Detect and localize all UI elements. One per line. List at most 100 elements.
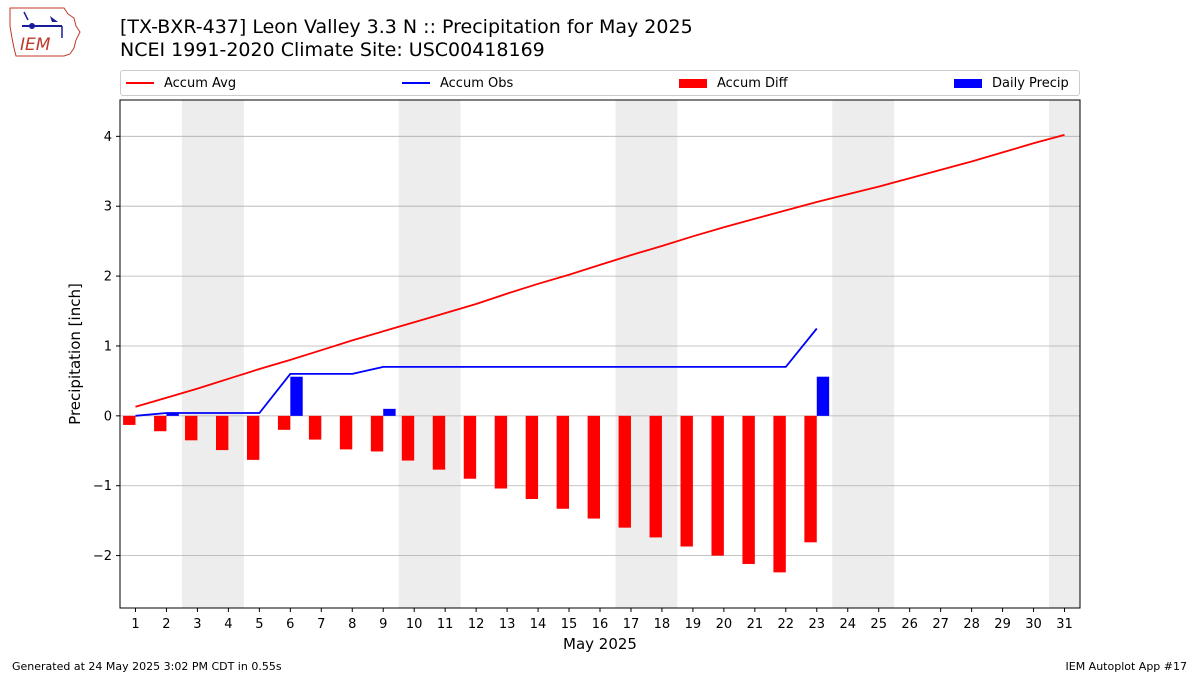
accum-diff-bar-2 (154, 415, 167, 432)
x-tick-label-17: 18 (654, 617, 671, 632)
x-tick-label-10: 11 (437, 617, 454, 632)
legend-swatch-daily-precip (954, 78, 982, 88)
y-tick-label-0: −2 (93, 549, 112, 564)
line-marks (135, 134, 1065, 417)
footer-app-text: IEM Autoplot App #17 (1065, 660, 1188, 673)
bar-marks (123, 376, 830, 573)
accum-diff-bar-5 (246, 415, 260, 460)
daily-precip-bar-23 (816, 376, 830, 416)
x-tick-label-14: 15 (561, 617, 578, 632)
x-tick-label-26: 27 (932, 617, 949, 632)
weekend-band-2 (398, 100, 461, 608)
x-tick-label-19: 20 (716, 617, 733, 632)
iowa-state-outline (9, 7, 81, 57)
footer-generated-text: Generated at 24 May 2025 3:02 PM CDT in … (12, 660, 282, 673)
accum-diff-bar-1 (123, 415, 136, 425)
chart-title: [TX-BXR-437] Leon Valley 3.3 N :: Precip… (120, 16, 693, 38)
y-axis-label: Precipitation [inch] (66, 283, 84, 425)
x-tick-label-5: 6 (286, 617, 294, 632)
x-tick-label-4: 5 (255, 617, 263, 632)
legend-label-accum-obs: Accum Obs (440, 75, 514, 91)
x-tick-label-7: 8 (348, 617, 356, 632)
accum-diff-bar-12 (463, 415, 477, 479)
wind-arrow-icon (50, 16, 58, 22)
accum-diff-bar-22 (773, 415, 786, 573)
legend-label-accum-diff: Accum Diff (717, 75, 788, 91)
legend-label-daily-precip: Daily Precip (992, 75, 1069, 91)
accum-diff-bar-16 (587, 415, 600, 519)
daily-precip-bar-2 (166, 413, 179, 416)
weekend-band-1 (181, 100, 244, 608)
accum-diff-bar-3 (185, 415, 198, 441)
plot-frame (119, 99, 1081, 609)
x-axis-label: May 2025 (563, 635, 637, 653)
accum-diff-bar-23 (804, 415, 817, 543)
x-tick-label-9: 10 (406, 617, 423, 632)
x-tick-label-25: 26 (901, 617, 918, 632)
accum-diff-bar-13 (494, 415, 508, 489)
accum-diff-bar-19 (680, 415, 693, 547)
weekend-band-3 (615, 100, 678, 608)
accum-diff-bar-8 (339, 415, 353, 450)
iem-logo: IEM (9, 7, 81, 57)
accum-diff-bar-15 (556, 415, 570, 509)
weather-vane-center (29, 23, 35, 29)
chart-subtitle: NCEI 1991-2020 Climate Site: USC00418169 (120, 39, 545, 61)
accum-diff-bar-18 (649, 415, 662, 538)
accum-diff-bar-9 (370, 415, 384, 452)
accum-diff-bar-7 (308, 415, 322, 440)
accum-avg-line (135, 134, 1065, 408)
x-tick-label-0: 1 (131, 617, 139, 632)
x-tick-label-22: 23 (809, 617, 826, 632)
x-tick-label-2: 3 (193, 617, 201, 632)
accum-diff-bar-17 (618, 415, 631, 528)
x-tick-label-12: 13 (499, 617, 516, 632)
legend-item-accum-avg: Accum Avg (126, 71, 236, 95)
legend-swatch-accum-avg (126, 82, 154, 84)
x-tick-label-23: 24 (839, 617, 856, 632)
accum-diff-bar-10 (401, 415, 415, 461)
y-tick-label-1: −1 (93, 479, 112, 494)
legend-item-accum-obs: Accum Obs (402, 71, 513, 95)
y-tick-label-4: 2 (104, 270, 112, 285)
x-tick-label-3: 4 (224, 617, 232, 632)
accum-diff-bar-14 (525, 415, 539, 499)
iem-logo-text: IEM (20, 35, 51, 55)
weekend-shading (181, 100, 1080, 608)
legend-swatch-accum-diff (679, 78, 707, 88)
x-tick-label-8: 9 (379, 617, 387, 632)
accum-diff-bar-4 (216, 415, 229, 451)
accum-obs-line (135, 327, 818, 417)
legend-item-daily-precip: Daily Precip (954, 71, 1069, 95)
legend-item-accum-diff: Accum Diff (679, 71, 788, 95)
y-tick-label-2: 0 (104, 409, 112, 424)
y-tick-label-3: 1 (104, 339, 112, 354)
x-tick-label-29: 30 (1025, 617, 1042, 632)
accum-diff-bar-21 (742, 415, 755, 564)
weekend-band-5 (1049, 100, 1080, 608)
x-tick-label-15: 16 (592, 617, 609, 632)
x-tick-label-28: 29 (994, 617, 1011, 632)
legend-label-accum-avg: Accum Avg (164, 75, 237, 91)
accum-diff-bar-11 (432, 415, 446, 470)
accum-diff-bar-20 (711, 415, 724, 556)
x-tick-label-20: 21 (747, 617, 764, 632)
x-tick-label-30: 31 (1056, 617, 1073, 632)
x-tick-label-16: 17 (623, 617, 640, 632)
weekend-band-4 (832, 100, 895, 608)
daily-precip-bar-9 (383, 408, 396, 416)
daily-precip-bar-6 (290, 376, 303, 416)
x-tick-label-24: 25 (870, 617, 887, 632)
x-tick-label-13: 14 (530, 617, 547, 632)
y-tick-label-6: 4 (104, 130, 112, 145)
chart-legend: Accum Avg Accum Obs Accum Diff Daily Pre… (120, 70, 1080, 96)
x-tick-label-18: 19 (685, 617, 702, 632)
x-tick-label-11: 12 (468, 617, 485, 632)
x-tick-label-27: 28 (963, 617, 980, 632)
x-tick-label-21: 22 (778, 617, 795, 632)
legend-swatch-accum-obs (402, 82, 430, 84)
x-tick-label-1: 2 (162, 617, 170, 632)
accum-diff-bar-6 (277, 415, 291, 430)
